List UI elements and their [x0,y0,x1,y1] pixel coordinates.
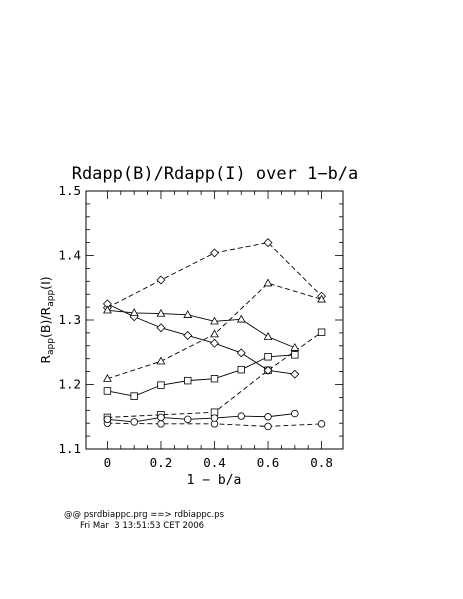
marker-diamond [183,331,193,340]
chart-title: Rdapp(B)/Rdapp(I) over 1−b/a [72,164,359,184]
marker-triangle [210,329,219,338]
marker-circle [237,412,245,420]
series-line [107,303,295,375]
marker-square [103,387,112,395]
marker-square [264,353,272,361]
marker-diamond [210,338,219,348]
y-tick-labels: 1.1 1.2 1.3 1.4 1.5 [58,183,81,456]
marker-circle [157,413,165,422]
marker-circle [103,415,112,424]
marker-triangle [103,373,112,382]
marker-triangle [236,314,246,323]
marker-square [237,365,245,374]
marker-triangle [210,316,219,325]
series-line [107,354,295,397]
marker-square [210,374,219,383]
marker-circle [291,409,299,418]
marker-diamond [236,348,246,358]
y-axis-label: Rapp(B)/Rapp(I) [38,276,56,363]
y-tick-label: 1.1 [58,441,81,456]
series-dashed-diamond [102,238,327,313]
marker-circle [157,420,165,428]
marker-triangle [156,308,166,317]
marker-triangle [317,294,326,303]
x-axis-label: 1 − b/a [187,473,242,488]
marker-circle [130,418,138,426]
series-solid-circle [103,409,299,426]
y-tick-label: 1.5 [58,183,81,198]
series-line [107,309,295,349]
marker-circle [210,414,219,422]
x-tick-label: 0.6 [257,455,280,470]
series-solid-triangle [103,305,300,351]
marker-circle [264,422,272,431]
marker-triangle [103,305,112,314]
series-dashed-triangle [103,278,326,382]
marker-diamond [290,369,300,379]
axis-ticks [86,190,343,450]
y-tick-label: 1.2 [58,377,81,392]
y-tick-label: 1.4 [58,248,81,263]
marker-diamond [210,248,219,258]
marker-diamond [156,275,166,285]
marker-diamond [263,238,273,248]
marker-triangle [129,308,139,317]
series-solid-square [103,351,299,400]
x-tick-labels: 0 0.2 0.4 0.6 0.8 [104,455,333,470]
marker-diamond [156,323,166,333]
marker-diamond [263,365,273,375]
x-tick-label: 0 [104,455,112,470]
marker-circle [184,415,192,424]
series-layer [102,238,327,431]
marker-triangle [156,356,166,365]
marker-triangle [183,310,193,318]
marker-square [317,328,326,336]
marker-triangle [290,343,300,351]
marker-square [291,351,299,359]
footer-source-line: @@ psrdbiappc.prg ==> rdbiappc.ps [64,510,225,520]
marker-circle [264,413,272,421]
marker-square [130,392,138,400]
x-tick-label: 0.8 [310,455,333,470]
series-line [107,413,295,423]
y-tick-label: 1.3 [58,312,81,327]
marker-square [157,381,165,389]
x-tick-label: 0.2 [150,455,173,470]
footer-timestamp: Fri Mar 3 13:51:53 CET 2006 [80,521,205,531]
marker-triangle [263,278,273,287]
marker-triangle [263,332,273,340]
marker-square [184,376,192,385]
marker-circle [317,420,326,428]
series-dashed-circle [103,419,326,431]
x-tick-label: 0.4 [203,455,226,470]
